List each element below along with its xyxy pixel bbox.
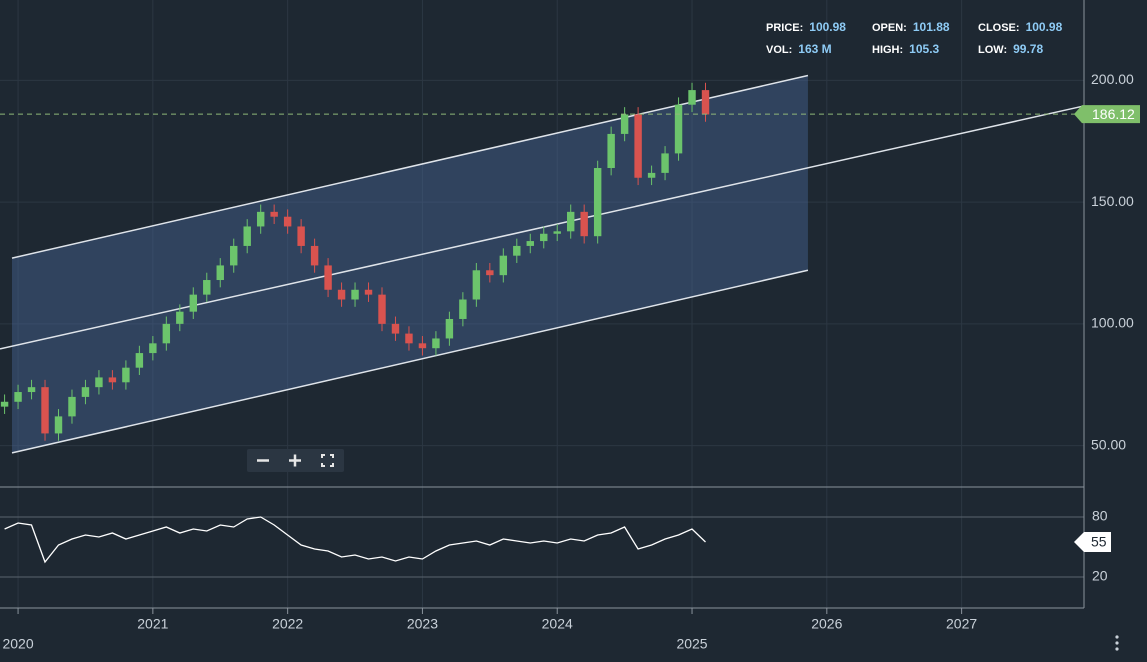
- x-tick-label: 2027: [946, 616, 977, 632]
- candle-body: [81, 387, 90, 397]
- candle-body: [270, 211, 278, 217]
- candle-body: [203, 280, 211, 295]
- candle-body: [513, 245, 521, 256]
- y-tick-label: 20: [1092, 568, 1108, 584]
- candle-body: [620, 114, 629, 134]
- candle-body: [405, 333, 413, 344]
- zoom-in-button[interactable]: [289, 454, 301, 467]
- marks: [0, 74, 1085, 564]
- y-tick-label: 50.00: [1091, 436, 1126, 452]
- candle-body: [216, 265, 224, 281]
- candle-body: [243, 226, 251, 246]
- candle-body: [661, 153, 669, 173]
- y-tick-label: 80: [1092, 508, 1108, 524]
- y-tick-label: 200.00: [1091, 71, 1134, 87]
- x-tick-label: 2026: [811, 616, 842, 632]
- candle-body: [176, 311, 184, 324]
- info-value: 105.3: [909, 42, 939, 56]
- info-value: 100.98: [1026, 20, 1063, 34]
- rsi-line: [4, 516, 706, 564]
- candle-body: [567, 211, 575, 232]
- candle-body: [364, 289, 373, 295]
- candle-body: [54, 416, 63, 434]
- candle-body: [95, 377, 103, 388]
- info-label: OPEN:: [872, 22, 907, 34]
- candle-body: [14, 392, 22, 402]
- y-tick-label: 100.00: [1091, 315, 1134, 331]
- candle-body: [256, 211, 265, 227]
- candle-body: [445, 318, 454, 339]
- info-label: PRICE:: [766, 22, 803, 34]
- candle-body: [391, 323, 400, 334]
- candle-body: [526, 241, 534, 246]
- candle-body: [283, 216, 292, 227]
- candle-body: [68, 396, 76, 417]
- x-tick-label: 2025: [676, 636, 707, 652]
- candle-body: [108, 377, 117, 383]
- candle-body: [674, 104, 683, 154]
- channel-mid-line: [0, 105, 1085, 350]
- info-value: 100.98: [809, 20, 846, 34]
- candle-body: [472, 270, 481, 300]
- channel-line: [11, 269, 809, 454]
- x-tick-label: 2023: [407, 616, 438, 632]
- last-price-tag: [1074, 105, 1140, 124]
- candle-body: [135, 353, 144, 368]
- candle-body: [122, 367, 130, 383]
- candle-body: [499, 255, 508, 276]
- candle-body: [459, 299, 467, 319]
- last-value-label: 55: [1091, 534, 1107, 550]
- info-value: 163 M: [798, 42, 831, 56]
- info-label: LOW:: [978, 44, 1007, 56]
- candle-body: [378, 294, 386, 324]
- x-tick-label: 2022: [272, 616, 303, 632]
- candle-body: [0, 401, 9, 407]
- candle-body: [701, 90, 710, 115]
- candle-body: [593, 168, 602, 237]
- candle-body: [189, 294, 197, 312]
- candle-body: [553, 231, 561, 234]
- candle-body: [310, 245, 319, 266]
- candle-body: [432, 338, 440, 349]
- candle-body: [162, 323, 171, 344]
- x-tick-label: 2024: [542, 616, 573, 632]
- candle-body: [297, 226, 305, 246]
- info-panel: PRICE: 100.98 OPEN: 101.88 CLOSE: 100.98 VOL: 1…: [766, 20, 1063, 56]
- candle-body: [688, 90, 696, 105]
- last-price-label: 186.12: [1092, 106, 1135, 122]
- y-tick-label: 150.00: [1091, 193, 1134, 209]
- info-label: HIGH:: [872, 44, 903, 56]
- candle-body: [351, 289, 359, 300]
- candle-body: [337, 289, 346, 300]
- candle-body: [149, 343, 157, 354]
- x-tick-label: 2020: [2, 636, 33, 652]
- candle-body: [418, 343, 427, 349]
- info-value: 101.88: [913, 20, 950, 34]
- candle-body: [580, 211, 588, 237]
- channel-fill: [11, 75, 808, 453]
- candle-body: [486, 270, 494, 276]
- menu-button[interactable]: [1115, 635, 1119, 651]
- fullscreen-button[interactable]: [321, 454, 334, 467]
- candle-body: [324, 265, 332, 290]
- x-tick-label: 2021: [137, 616, 168, 632]
- last-value-tag: [1074, 532, 1111, 552]
- info-label: VOL:: [766, 44, 792, 56]
- candle-body: [634, 114, 642, 178]
- labels: 50.00 100.00 150.00 200.00 2020 2021 2022 2023 2…: [2, 71, 1140, 652]
- candle-body: [230, 245, 238, 266]
- zoom-controls: [247, 449, 344, 472]
- info-label: CLOSE:: [978, 22, 1020, 34]
- candle-body: [647, 172, 656, 178]
- info-value: 99.78: [1013, 42, 1043, 56]
- candle-body: [607, 133, 615, 169]
- grid: [0, 0, 1084, 614]
- candle-body: [41, 387, 49, 434]
- candle-body: [540, 233, 548, 242]
- candle-body: [27, 387, 36, 393]
